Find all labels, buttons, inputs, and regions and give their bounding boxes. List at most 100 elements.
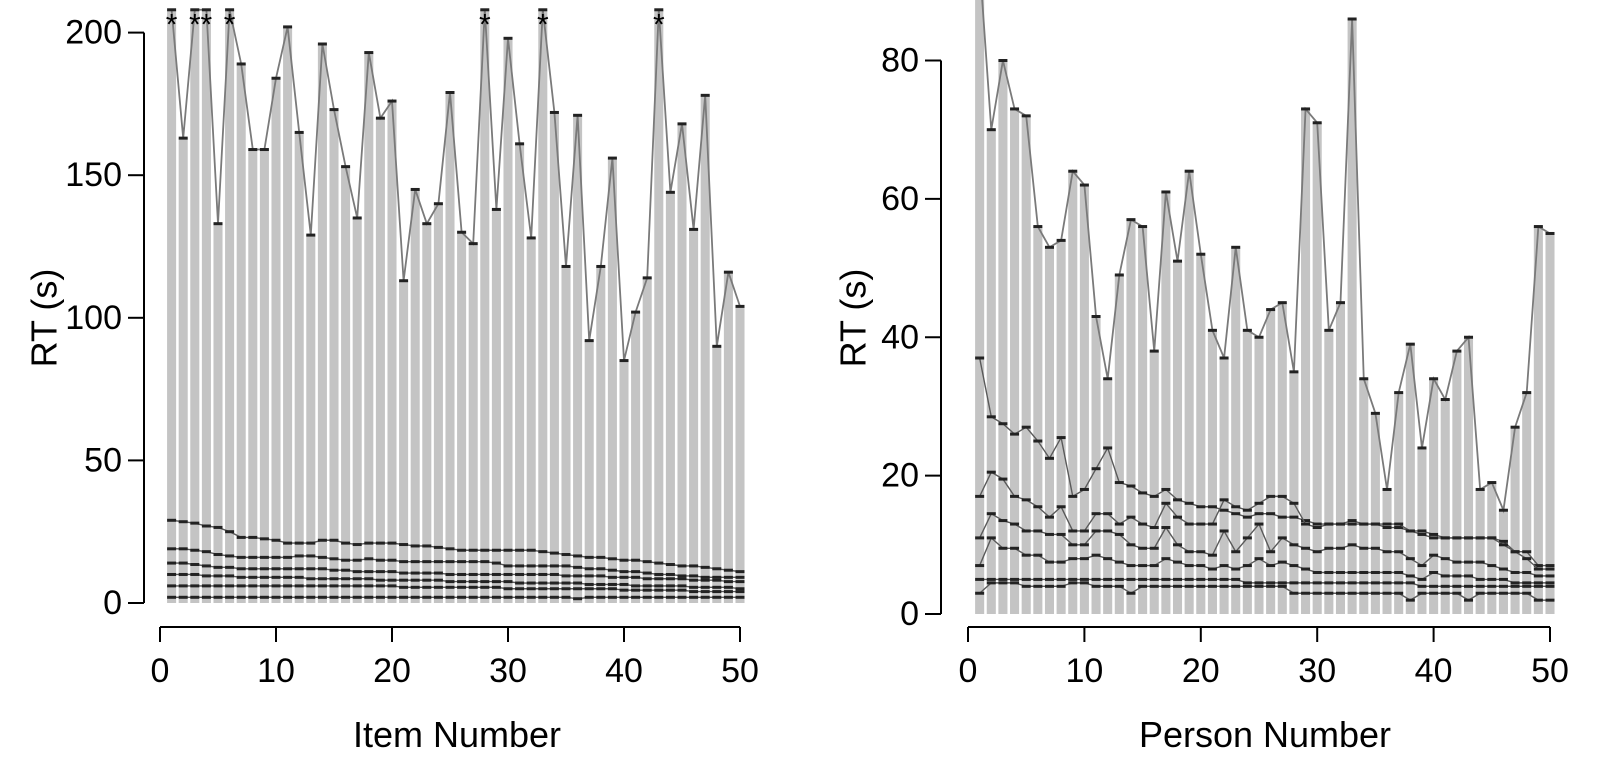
item-bar	[341, 166, 351, 604]
item-series-2	[167, 547, 745, 579]
person-series-3	[975, 512, 1555, 578]
item-bar	[375, 118, 385, 603]
person-x-tick-label: 30	[1298, 652, 1336, 690]
person-bar	[1219, 358, 1229, 614]
person-y-tick-label: 20	[881, 457, 919, 495]
item-y-tick-label: 50	[84, 441, 122, 479]
item-bar	[689, 229, 699, 603]
person-bar	[998, 60, 1008, 614]
item-bars	[167, 9, 745, 604]
item-bar	[700, 95, 710, 604]
person-bar	[1394, 392, 1404, 614]
item-y-axis-title: RT (s)	[24, 269, 65, 368]
person-bars	[975, 0, 1555, 615]
item-bar	[735, 306, 745, 603]
item-bar	[178, 138, 188, 603]
person-bar	[1533, 226, 1543, 615]
item-bar	[596, 266, 606, 603]
person-y-tick-label: 40	[881, 318, 919, 356]
person-series-5	[975, 577, 1555, 588]
person-bar	[1021, 115, 1031, 614]
item-bar	[503, 38, 513, 603]
item-star-marker: *	[224, 9, 236, 42]
item-bar	[607, 158, 617, 603]
item-star-marker: *	[166, 9, 178, 42]
item-bar	[236, 63, 246, 604]
item-series-line	[170, 8, 741, 361]
person-bar	[975, 0, 985, 614]
item-bar	[271, 78, 281, 604]
person-bar	[1347, 18, 1357, 615]
person-bar	[1149, 351, 1159, 614]
item-bar	[306, 235, 316, 604]
item-bar	[619, 360, 629, 603]
item-bar	[712, 346, 722, 603]
item-y-tick-label: 0	[103, 584, 122, 622]
person-bar	[1440, 399, 1450, 614]
person-y-axis: 0 20 40 60 80	[881, 42, 942, 633]
person-bar	[1475, 489, 1485, 614]
person-bar	[1126, 219, 1136, 614]
person-bar	[1301, 108, 1311, 615]
item-y-tick-label: 100	[65, 299, 122, 337]
item-y-tick-label: 150	[65, 156, 122, 194]
item-bar	[573, 115, 583, 604]
person-bar	[1172, 261, 1183, 614]
person-bar	[1359, 378, 1369, 614]
item-bar	[723, 272, 733, 603]
item-x-tick-label: 40	[605, 652, 643, 690]
person-bar	[1044, 247, 1055, 614]
person-bar	[1254, 337, 1264, 614]
person-bar	[1068, 171, 1078, 614]
person-bar	[1370, 413, 1380, 614]
person-bar	[1079, 185, 1089, 614]
person-bar	[1114, 274, 1124, 614]
person-bar	[1498, 510, 1508, 614]
item-bar	[538, 9, 548, 604]
item-bar	[225, 9, 235, 604]
item-bar	[654, 9, 664, 604]
item-bar	[283, 26, 293, 604]
item-x-tick-label: 30	[489, 652, 527, 690]
person-series-0	[981, 0, 1555, 514]
person-bar	[1207, 330, 1217, 614]
item-series-0	[167, 8, 745, 363]
item-bar	[468, 243, 478, 603]
item-bar	[410, 189, 420, 603]
person-y-tick-label: 80	[881, 42, 919, 80]
item-bar	[294, 132, 304, 604]
person-series-4	[975, 536, 1555, 585]
item-bar	[317, 44, 327, 604]
item-x-tick-label: 50	[721, 652, 759, 690]
person-y-tick-label: 60	[881, 180, 919, 218]
item-bar	[642, 277, 652, 603]
person-bar	[1010, 108, 1020, 615]
item-bar	[561, 266, 571, 603]
item-series-5	[167, 584, 745, 594]
item-series-4	[167, 572, 745, 591]
item-bar	[480, 9, 490, 604]
item-x-tick-label: 20	[373, 652, 411, 690]
person-bar	[1242, 330, 1252, 614]
person-bar	[1033, 226, 1043, 615]
person-x-tick-label: 0	[959, 652, 978, 690]
person-bar	[1184, 171, 1194, 614]
person-x-tick-label: 20	[1182, 652, 1220, 690]
person-x-axis: 0 10 20 30 40 50	[959, 626, 1569, 690]
person-x-tick-label: 50	[1531, 652, 1569, 690]
item-bar	[399, 280, 409, 603]
item-bar	[677, 123, 687, 603]
item-bar	[248, 149, 258, 604]
item-y-tick-label: 200	[65, 14, 122, 52]
item-bar	[167, 9, 177, 604]
item-x-axis: 0 10 20 30 40 50	[151, 626, 759, 690]
person-bar	[1091, 316, 1101, 614]
item-bar	[213, 223, 223, 603]
person-bar	[1545, 233, 1555, 614]
person-x-tick-label: 10	[1065, 652, 1103, 690]
person-bar	[1277, 302, 1287, 614]
person-bar	[1452, 351, 1462, 614]
